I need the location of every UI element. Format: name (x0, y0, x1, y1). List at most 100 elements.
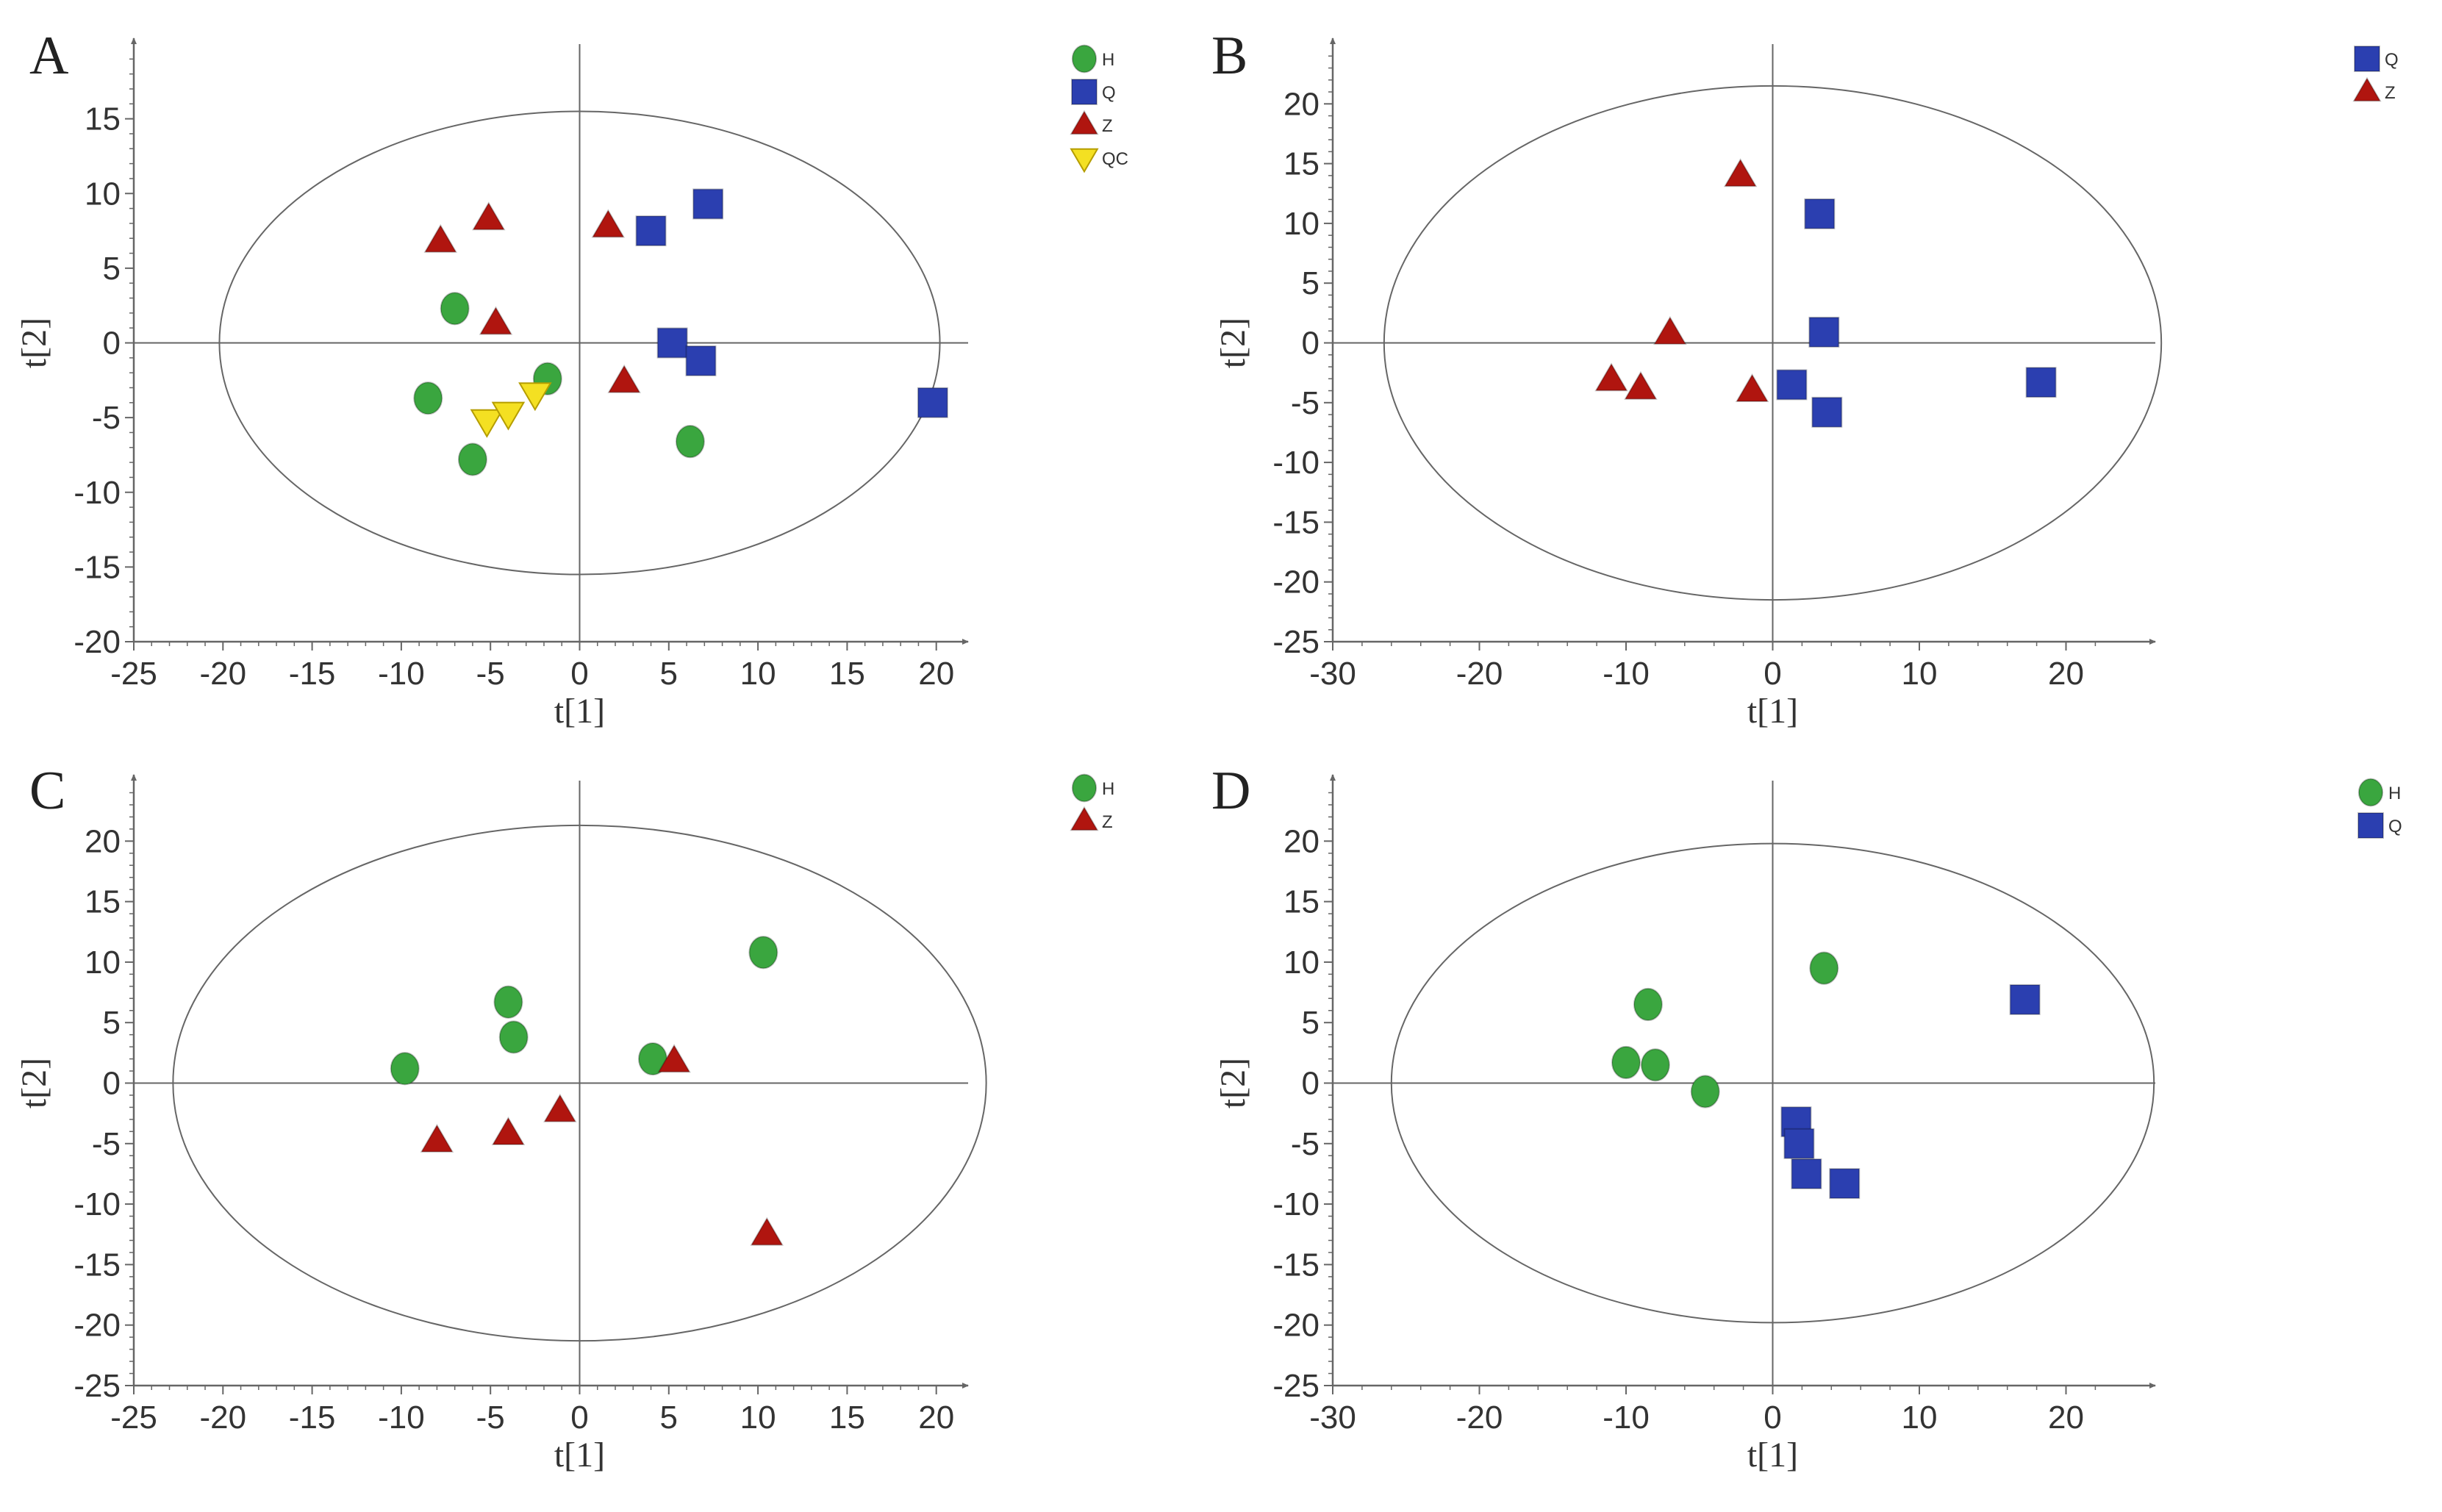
legend: HQZ QC (1070, 44, 1128, 173)
x-tick-label: -25 (110, 1400, 157, 1436)
point-h (748, 936, 778, 970)
y-tick-label: -20 (74, 1308, 121, 1344)
x-tick-label: 20 (918, 656, 954, 692)
y-tick-label: 10 (85, 176, 121, 212)
x-tick-label: 20 (2048, 656, 2084, 692)
legend-marker-z (2352, 76, 2382, 102)
y-tick-label: 5 (103, 1005, 121, 1041)
y-tick-label: 10 (1283, 206, 1320, 242)
panel-letter: C (29, 761, 65, 821)
y-tick-label: 15 (1283, 146, 1320, 182)
y-tick-label: 15 (85, 884, 121, 920)
x-axis-label: t[1] (1747, 1436, 1798, 1475)
point-q (635, 215, 667, 247)
point-h (1809, 951, 1839, 985)
panel-letter: D (1211, 761, 1250, 821)
y-tick-label: -20 (1272, 565, 1320, 601)
y-tick-label: 20 (1283, 86, 1320, 122)
legend-label-q: Q (2385, 50, 2399, 70)
point-q (656, 327, 688, 359)
panel-d: D -30 -20 -10 0 10 20 -25 -20 -15 -10 -5 0 5 10 15 20 t[1… (1211, 761, 2402, 1475)
point-h (493, 985, 523, 1019)
y-tick-label: 15 (85, 101, 121, 137)
x-axis-label: t[1] (1747, 692, 1798, 731)
x-tick-label: -25 (110, 656, 157, 692)
legend-marker-h (1071, 44, 1098, 74)
y-tick-label: 20 (1283, 823, 1320, 859)
x-axis-label: t[1] (554, 1436, 605, 1475)
y-tick-label: 0 (103, 1066, 121, 1102)
x-tick-label: 20 (918, 1400, 954, 1436)
y-tick-label: 5 (103, 251, 121, 287)
point-z (1653, 315, 1687, 345)
legend-marker-h (2357, 778, 2384, 807)
y-tick-label: -15 (1272, 1247, 1320, 1283)
panel-c: C -25 -20 -15 -10 -5 0 5 10 15 20 -25 -20 -15 -10 -5 0 5 1… (15, 761, 1114, 1475)
x-tick-label: -20 (1456, 1400, 1503, 1436)
point-z (543, 1093, 577, 1122)
legend-marker-qc (1070, 148, 1099, 173)
y-tick-label: -5 (1291, 1126, 1320, 1162)
x-tick-label: -30 (1309, 656, 1356, 692)
hotelling-ellipse (218, 110, 941, 576)
legend-label-h: H (1102, 50, 1114, 70)
x-tick-label: -30 (1309, 1400, 1356, 1436)
point-qc (491, 401, 526, 431)
panel-letter: A (29, 26, 68, 86)
legend-label-h: H (2388, 784, 2401, 803)
y-tick-label: 0 (1302, 1066, 1320, 1102)
point-z (1723, 158, 1758, 187)
x-tick-label: 0 (570, 656, 588, 692)
y-axis-label: t[2] (1214, 318, 1253, 368)
point-q (2025, 367, 2057, 398)
y-tick-label: -15 (1272, 504, 1320, 540)
hotelling-ellipse (1383, 85, 2163, 601)
x-tick-label: 0 (570, 1400, 588, 1436)
point-h (1690, 1075, 1720, 1108)
x-tick-label: 5 (660, 1400, 678, 1436)
point-z (491, 1117, 526, 1146)
point-z (1594, 362, 1628, 392)
point-q (1776, 369, 1808, 401)
legend-marker-q (2354, 46, 2380, 72)
legend: QZ (2352, 46, 2399, 103)
y-tick-label: -5 (92, 1126, 121, 1162)
y-tick-label: 10 (85, 945, 121, 981)
x-tick-label: -15 (289, 1400, 336, 1436)
y-tick-label: 20 (85, 823, 121, 859)
y-tick-label: -15 (74, 549, 121, 585)
y-tick-label: -25 (1272, 624, 1320, 660)
legend-marker-q (1071, 79, 1098, 105)
y-tick-label: -10 (1272, 1186, 1320, 1222)
legend-marker-h (1071, 773, 1098, 803)
point-h (457, 443, 487, 476)
y-tick-label: 10 (1283, 945, 1320, 981)
point-qc (470, 409, 504, 438)
y-tick-label: -10 (74, 1186, 121, 1222)
x-tick-label: 20 (2048, 1400, 2084, 1436)
x-tick-label: 10 (1902, 1400, 1938, 1436)
point-h (390, 1052, 420, 1086)
hotelling-ellipse (172, 824, 987, 1342)
legend: HQ (2357, 778, 2402, 839)
x-tick-label: -5 (476, 1400, 505, 1436)
legend-marker-z (1070, 806, 1099, 831)
y-tick-label: -25 (1272, 1368, 1320, 1404)
x-tick-label: -20 (1456, 656, 1503, 692)
point-q (2009, 983, 2041, 1015)
y-tick-label: -25 (74, 1368, 121, 1404)
point-h (1640, 1048, 1670, 1082)
legend-label-z: Z (2385, 83, 2396, 103)
y-tick-label: -20 (74, 624, 121, 660)
y-tick-label: -10 (1272, 445, 1320, 481)
point-h (1633, 987, 1663, 1022)
y-tick-label: -5 (1291, 385, 1320, 421)
y-tick-label: -15 (74, 1247, 121, 1283)
legend-marker-q (2357, 812, 2384, 839)
point-z (423, 223, 458, 253)
x-tick-label: 5 (660, 656, 678, 692)
y-axis-label: t[2] (1214, 1058, 1253, 1108)
legend-label-h: H (1102, 779, 1114, 799)
panel-a: A-25 -20 -15 -10 -5 0 5 10 15 20-20-15-10-5051015… (15, 26, 1128, 731)
hotelling-ellipse (1390, 842, 2155, 1324)
